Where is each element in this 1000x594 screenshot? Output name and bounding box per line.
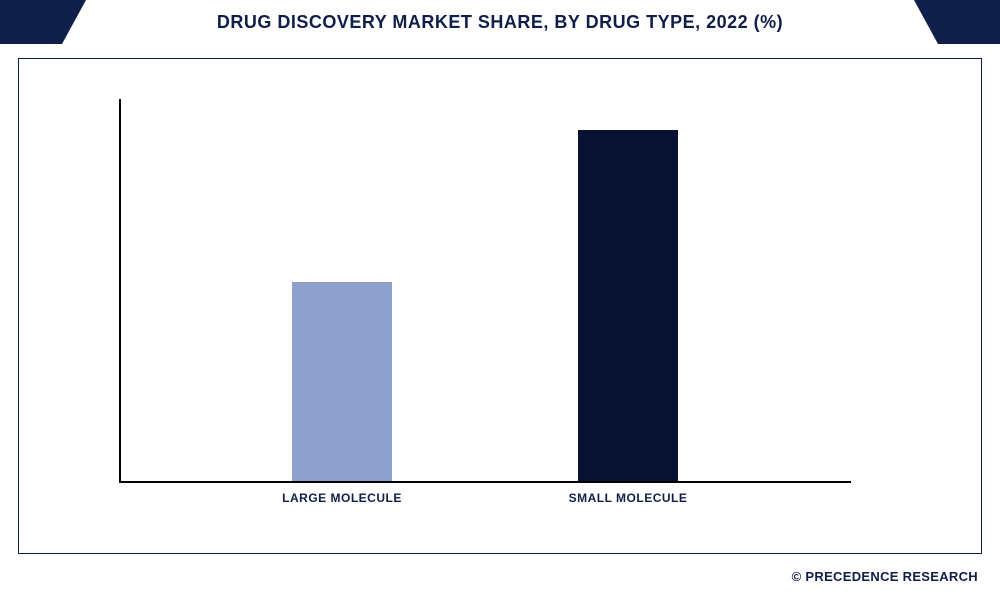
credit-text: © PRECEDENCE RESEARCH (792, 569, 978, 584)
chart-frame: LARGE MOLECULE SMALL MOLECULE (18, 58, 982, 554)
title-band: DRUG DISCOVERY MARKET SHARE, BY DRUG TYP… (0, 0, 1000, 44)
x-labels: LARGE MOLECULE SMALL MOLECULE (199, 491, 771, 505)
bar-small-molecule (578, 130, 678, 481)
bars-container (199, 99, 771, 481)
bar-group (485, 99, 771, 481)
title-trapezoid: DRUG DISCOVERY MARKET SHARE, BY DRUG TYP… (62, 0, 938, 44)
x-axis-line (119, 481, 851, 483)
x-label-large-molecule: LARGE MOLECULE (199, 491, 485, 505)
bar-group (199, 99, 485, 481)
x-label-small-molecule: SMALL MOLECULE (485, 491, 771, 505)
plot-area: LARGE MOLECULE SMALL MOLECULE (119, 99, 851, 483)
y-axis-line (119, 99, 121, 483)
chart-title: DRUG DISCOVERY MARKET SHARE, BY DRUG TYP… (217, 12, 783, 33)
bar-large-molecule (292, 282, 392, 481)
